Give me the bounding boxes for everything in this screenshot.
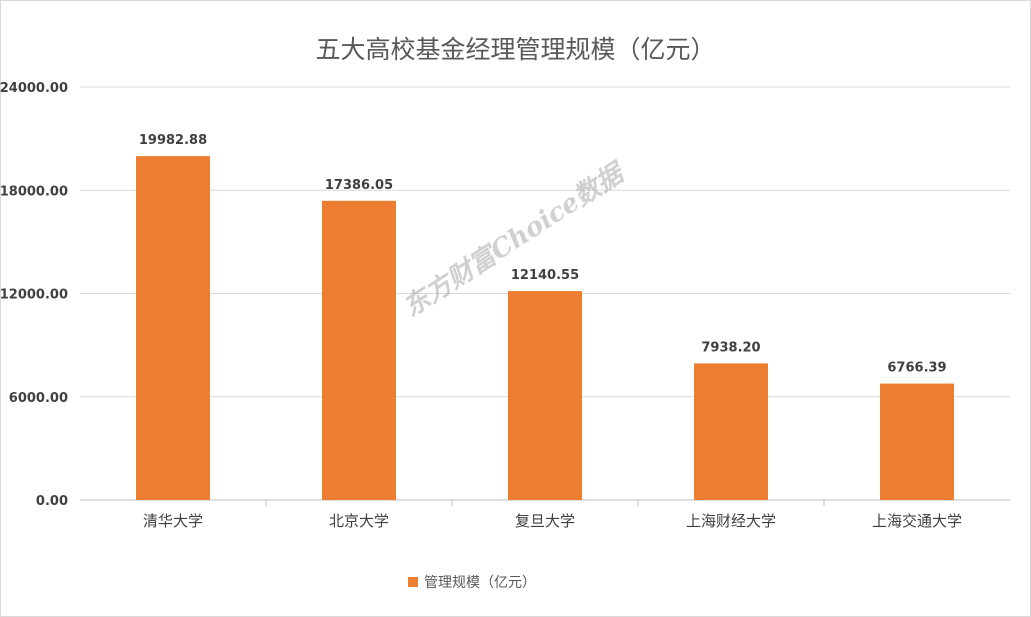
data-label: 6766.39: [887, 361, 946, 376]
y-tick-label: 12000.00: [0, 288, 68, 303]
bar: [508, 291, 582, 500]
chart-title: 五大高校基金经理管理规模（亿元）: [315, 35, 716, 64]
data-label: 12140.55: [511, 268, 579, 283]
legend-label: 管理规模（亿元）: [424, 575, 536, 591]
y-tick-label: 24000.00: [0, 81, 68, 96]
y-tick-label: 6000.00: [9, 391, 68, 406]
category-label: 清华大学: [143, 512, 203, 530]
y-tick-label: 0.00: [36, 494, 68, 509]
category-label: 北京大学: [329, 512, 389, 530]
category-label: 上海财经大学: [686, 512, 776, 530]
data-label: 19982.88: [139, 133, 207, 148]
bar: [880, 383, 954, 500]
data-label: 17386.05: [325, 178, 393, 193]
y-tick-label: 18000.00: [0, 184, 68, 199]
legend: 管理规模（亿元）: [408, 572, 536, 592]
bar: [322, 200, 396, 500]
bar: [136, 156, 210, 501]
category-label: 上海交通大学: [872, 512, 962, 530]
data-label: 7938.20: [701, 340, 760, 355]
category-label: 复旦大学: [515, 512, 575, 530]
bar: [694, 363, 768, 500]
legend-swatch: [408, 577, 418, 587]
